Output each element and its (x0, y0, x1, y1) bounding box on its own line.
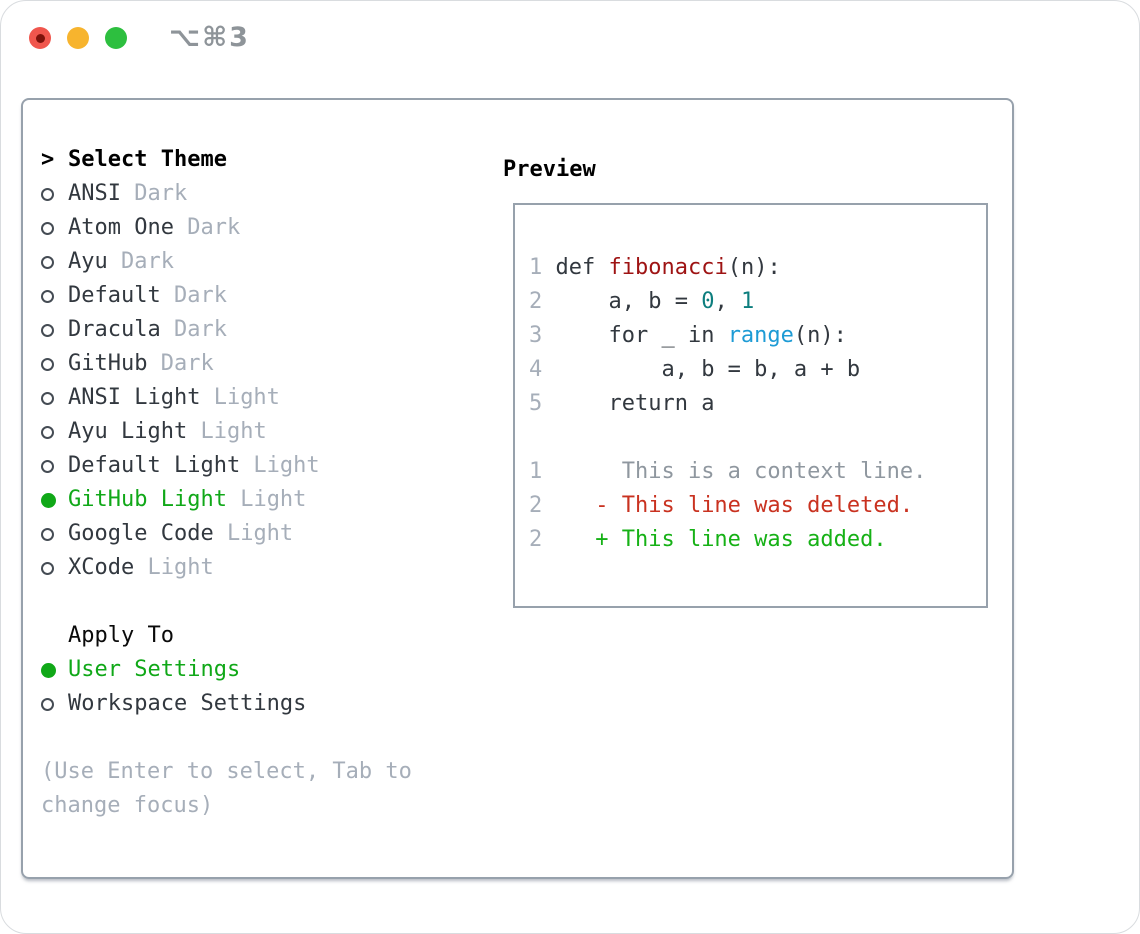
code-line: 3 for _ in range(n): (529, 323, 847, 348)
radio-unselected-icon (41, 528, 54, 541)
theme-option-default[interactable]: Default Dark (41, 279, 465, 313)
keyboard-shortcut-label: ⌥⌘3 (169, 22, 250, 53)
theme-option-github-light[interactable]: GitHub Light Light (41, 483, 465, 517)
select-theme-title: Select Theme (68, 147, 227, 172)
code-preview: 1 def fibonacci(n): 2 a, b = 0, 1 3 for _ … (529, 251, 980, 557)
theme-variant: Light (240, 453, 320, 478)
theme-variant: Light (200, 385, 280, 410)
code-line: 4 a, b = b, a + b (529, 357, 861, 382)
theme-option-ayu[interactable]: Ayu Dark (41, 245, 465, 279)
theme-option-ayu-light[interactable]: Ayu Light Light (41, 415, 465, 449)
radio-unselected-icon (41, 188, 54, 201)
theme-variant: Light (187, 419, 267, 444)
theme-name: Dracula (68, 317, 161, 342)
theme-variant: Dark (120, 181, 188, 206)
radio-unselected-icon (41, 698, 54, 711)
close-dot-icon (35, 33, 45, 43)
window-controls (29, 27, 127, 49)
line-number: 2 (529, 289, 543, 314)
theme-name: Ayu Light (68, 419, 188, 444)
theme-list: ANSI Dark Atom One Dark Ayu Dark Default Da… (41, 177, 465, 585)
theme-name: GitHub Light (68, 487, 227, 512)
radio-selected-icon (41, 493, 56, 508)
close-button-icon[interactable] (29, 27, 51, 49)
theme-name: GitHub (68, 351, 148, 376)
apply-option-label: Workspace Settings (68, 691, 307, 716)
line-number: 2 (529, 493, 543, 518)
blank-line (529, 421, 980, 455)
theme-variant: Dark (160, 283, 227, 308)
theme-variant: Dark (160, 317, 227, 342)
apply-to-section: Apply To User Settings Workspace Settings (41, 619, 465, 721)
theme-variant: Light (134, 555, 214, 580)
theme-name: Google Code (68, 521, 214, 546)
code-line: 1 def fibonacci(n): (529, 255, 781, 280)
theme-variant: Dark (107, 249, 174, 274)
theme-name: Default (68, 283, 161, 308)
theme-name: Atom One (68, 215, 174, 240)
zoom-button-icon[interactable] (105, 27, 127, 49)
theme-picker-panel: > Select Theme ANSI Dark Atom One Dark Ayu … (21, 98, 1014, 879)
radio-unselected-icon (41, 392, 54, 405)
radio-unselected-icon (41, 358, 54, 371)
theme-name: ANSI Light (68, 385, 201, 410)
theme-variant: Dark (173, 215, 241, 240)
diff-line-context: 1 This is a context line. (529, 459, 927, 484)
line-number: 1 (529, 255, 543, 280)
preview-title: Preview (503, 157, 596, 182)
usage-hint: (Use Enter to select, Tab to change focu… (41, 759, 412, 818)
theme-variant: Light (213, 521, 294, 546)
minimize-button-icon[interactable] (67, 27, 89, 49)
diff-line-added: 2 + This line was added. (529, 527, 887, 552)
theme-option-ansi-light[interactable]: ANSI Light Light (41, 381, 465, 415)
radio-unselected-icon (41, 460, 54, 473)
apply-option-label: User Settings (68, 657, 241, 682)
select-theme-header: > Select Theme (41, 143, 465, 177)
line-number: 1 (529, 459, 543, 484)
theme-option-xcode[interactable]: XCode Light (41, 551, 465, 585)
theme-option-default-light[interactable]: Default Light Light (41, 449, 465, 483)
code-line: 2 a, b = 0, 1 (529, 289, 755, 314)
theme-name: XCode (68, 555, 135, 580)
radio-unselected-icon (41, 256, 54, 269)
theme-name: ANSI (68, 181, 121, 206)
line-number: 4 (529, 357, 543, 382)
theme-variant: Light (226, 487, 307, 512)
theme-option-google-code[interactable]: Google Code Light (41, 517, 465, 551)
apply-to-title: Apply To (68, 623, 174, 648)
theme-option-github[interactable]: GitHub Dark (41, 347, 465, 381)
diff-line-deleted: 2 - This line was deleted. (529, 493, 914, 518)
theme-option-dracula[interactable]: Dracula Dark (41, 313, 465, 347)
theme-option-atom-one[interactable]: Atom One Dark (41, 211, 465, 245)
radio-unselected-icon (41, 426, 54, 439)
theme-name: Default Light (68, 453, 241, 478)
radio-unselected-icon (41, 290, 54, 303)
theme-variant: Dark (147, 351, 214, 376)
focus-caret-icon: > (41, 147, 55, 172)
radio-unselected-icon (41, 562, 54, 575)
preview-box: 1 def fibonacci(n): 2 a, b = 0, 1 3 for _ … (513, 203, 988, 608)
theme-option-ansi[interactable]: ANSI Dark (41, 177, 465, 211)
apply-option-workspace-settings[interactable]: Workspace Settings (41, 687, 465, 721)
apply-to-header: Apply To (41, 619, 465, 653)
code-line: 5 return a (529, 391, 715, 416)
radio-unselected-icon (41, 222, 54, 235)
line-number: 2 (529, 527, 543, 552)
theme-list-column: > Select Theme ANSI Dark Atom One Dark Ayu … (41, 143, 465, 823)
theme-name: Ayu (68, 249, 108, 274)
apply-to-options: User Settings Workspace Settings (41, 653, 465, 721)
radio-selected-icon (41, 663, 56, 678)
radio-unselected-icon (41, 324, 54, 337)
apply-option-user-settings[interactable]: User Settings (41, 653, 465, 687)
line-number: 5 (529, 391, 543, 416)
line-number: 3 (529, 323, 543, 348)
